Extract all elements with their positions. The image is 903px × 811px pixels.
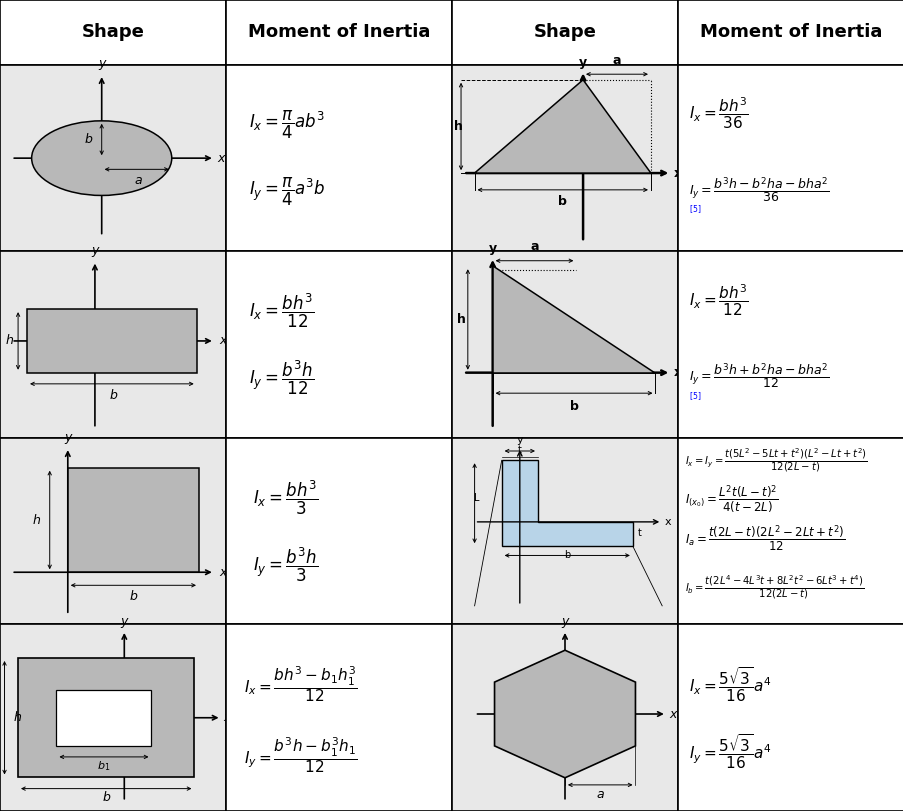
Text: y: y bbox=[561, 616, 568, 629]
Text: Moment of Inertia: Moment of Inertia bbox=[247, 24, 430, 41]
Text: $I_{(x_0)} = \dfrac{L^2t(L-t)^2}{4(t-2L)}$: $I_{(x_0)} = \dfrac{L^2t(L-t)^2}{4(t-2L)… bbox=[684, 483, 777, 516]
Polygon shape bbox=[501, 461, 632, 546]
Text: x: x bbox=[664, 517, 670, 527]
Text: x: x bbox=[673, 366, 681, 380]
Text: y: y bbox=[579, 56, 586, 69]
Text: b: b bbox=[563, 551, 570, 560]
Text: $I_x = \dfrac{bh^3}{12}$: $I_x = \dfrac{bh^3}{12}$ bbox=[688, 282, 749, 318]
Text: a: a bbox=[134, 174, 142, 187]
Text: $I_x = I_y = \dfrac{t(5L^2-5Lt+t^2)(L^2-Lt+t^2)}{12(2L-t)}$: $I_x = I_y = \dfrac{t(5L^2-5Lt+t^2)(L^2-… bbox=[684, 446, 867, 474]
Text: x: x bbox=[217, 152, 224, 165]
Text: y: y bbox=[98, 58, 106, 71]
Text: $I_b = \dfrac{t(2L^4-4L^3t+8L^2t^2-6Lt^3+t^4)}{12(2L-t)}$: $I_b = \dfrac{t(2L^4-4L^3t+8L^2t^2-6Lt^3… bbox=[684, 573, 863, 601]
Text: Moment of Inertia: Moment of Inertia bbox=[699, 24, 881, 41]
Text: $I_y = \dfrac{b^3h}{3}$: $I_y = \dfrac{b^3h}{3}$ bbox=[253, 546, 318, 584]
Text: y: y bbox=[91, 244, 98, 257]
Bar bbox=[18, 658, 194, 778]
Text: $I_y = \dfrac{b^3h - b_1^3h_1}{12}$: $I_y = \dfrac{b^3h - b_1^3h_1}{12}$ bbox=[244, 735, 357, 775]
Text: $I_y = \dfrac{b^3h + b^2ha - bha^2}{12}$: $I_y = \dfrac{b^3h + b^2ha - bha^2}{12}$ bbox=[688, 362, 829, 391]
Text: Shape: Shape bbox=[533, 24, 596, 41]
Text: h: h bbox=[454, 120, 462, 133]
Text: $I_x = \dfrac{\pi}{4}ab^3$: $I_x = \dfrac{\pi}{4}ab^3$ bbox=[248, 109, 324, 140]
Text: b: b bbox=[102, 792, 110, 805]
Text: h: h bbox=[456, 313, 465, 326]
Text: L: L bbox=[473, 492, 479, 503]
Text: y: y bbox=[516, 436, 523, 445]
Text: $I_x = \dfrac{bh^3}{3}$: $I_x = \dfrac{bh^3}{3}$ bbox=[253, 478, 318, 517]
Text: b: b bbox=[84, 133, 92, 146]
Text: x: x bbox=[673, 166, 681, 179]
Text: h: h bbox=[5, 334, 13, 347]
Text: y: y bbox=[120, 616, 128, 629]
Text: x: x bbox=[224, 711, 231, 724]
Text: y: y bbox=[489, 242, 496, 255]
Text: $I_x = \dfrac{bh^3}{36}$: $I_x = \dfrac{bh^3}{36}$ bbox=[688, 96, 749, 131]
Text: a: a bbox=[596, 787, 603, 800]
Text: t: t bbox=[517, 444, 521, 455]
Text: Shape: Shape bbox=[81, 24, 144, 41]
Text: $^{[5]}$: $^{[5]}$ bbox=[688, 205, 701, 216]
Text: $^{[5]}$: $^{[5]}$ bbox=[688, 392, 701, 402]
Ellipse shape bbox=[32, 121, 172, 195]
Polygon shape bbox=[474, 79, 650, 173]
Text: $b_1$: $b_1$ bbox=[98, 759, 110, 773]
Text: $I_y = \dfrac{5\sqrt{3}}{16}a^4$: $I_y = \dfrac{5\sqrt{3}}{16}a^4$ bbox=[688, 732, 771, 770]
Text: x: x bbox=[219, 334, 227, 347]
Text: a: a bbox=[530, 240, 538, 253]
Bar bbox=[56, 689, 151, 746]
Polygon shape bbox=[492, 266, 655, 373]
Text: t: t bbox=[637, 528, 641, 538]
Text: b: b bbox=[129, 590, 137, 603]
Text: $h_1$: $h_1$ bbox=[98, 710, 110, 725]
Bar bbox=[68, 468, 199, 573]
Bar bbox=[27, 309, 197, 373]
Text: b: b bbox=[109, 388, 116, 401]
Text: $I_x = \dfrac{bh^3 - b_1h_1^3}{12}$: $I_x = \dfrac{bh^3 - b_1h_1^3}{12}$ bbox=[244, 664, 357, 704]
Text: $I_y = \dfrac{\pi}{4}a^3b$: $I_y = \dfrac{\pi}{4}a^3b$ bbox=[248, 176, 324, 208]
Text: b: b bbox=[569, 400, 578, 413]
Text: $I_y = \dfrac{b^3h}{12}$: $I_y = \dfrac{b^3h}{12}$ bbox=[248, 359, 313, 397]
Text: x: x bbox=[668, 707, 675, 720]
Text: h: h bbox=[33, 513, 40, 526]
Text: h: h bbox=[14, 711, 22, 724]
Text: y: y bbox=[64, 431, 71, 444]
Polygon shape bbox=[494, 650, 635, 778]
Text: b: b bbox=[558, 195, 566, 208]
Text: x: x bbox=[219, 566, 227, 579]
Text: a: a bbox=[612, 54, 620, 67]
Text: $I_a = \dfrac{t(2L-t)(2L^2-2Lt+t^2)}{12}$: $I_a = \dfrac{t(2L-t)(2L^2-2Lt+t^2)}{12}… bbox=[684, 524, 844, 554]
Text: $I_x = \dfrac{5\sqrt{3}}{16}a^4$: $I_x = \dfrac{5\sqrt{3}}{16}a^4$ bbox=[688, 665, 771, 703]
Text: $I_y = \dfrac{b^3h - b^2ha - bha^2}{36}$: $I_y = \dfrac{b^3h - b^2ha - bha^2}{36}$ bbox=[688, 175, 829, 204]
Text: $I_x = \dfrac{bh^3}{12}$: $I_x = \dfrac{bh^3}{12}$ bbox=[248, 292, 313, 330]
